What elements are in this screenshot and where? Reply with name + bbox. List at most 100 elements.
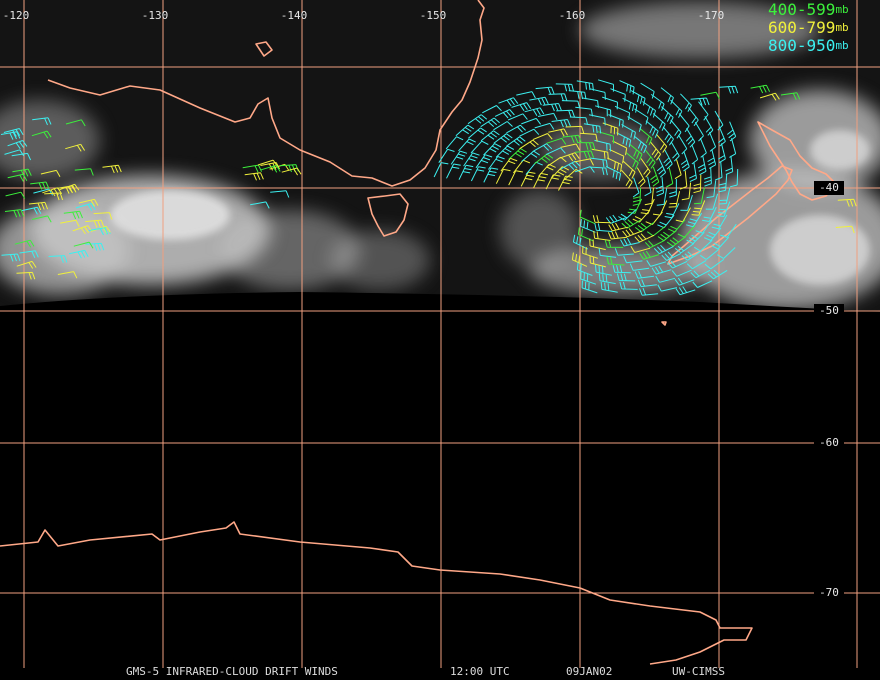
- wind-barb: [558, 175, 573, 191]
- barb-shape: [102, 164, 122, 174]
- barb-shape: [681, 251, 702, 261]
- barb-shape: [4, 149, 25, 157]
- barb-shape: [75, 203, 96, 211]
- barb-shape: [42, 187, 63, 197]
- barb-shape: [655, 133, 668, 153]
- wind-barb: [588, 114, 606, 126]
- barb-shape: [48, 255, 68, 263]
- wind-barb: [569, 116, 589, 125]
- barb-shape: [622, 97, 638, 113]
- barb-shape: [619, 80, 635, 95]
- wind-barb: [607, 231, 628, 240]
- wind-barb: [494, 109, 515, 119]
- wind-barb: [644, 149, 656, 169]
- wind-barb: [579, 209, 596, 225]
- wind-barb: [639, 250, 660, 260]
- wind-barb: [60, 219, 80, 228]
- wind-barb: [655, 275, 676, 283]
- barb-shape: [726, 121, 737, 142]
- wind-barb: [657, 214, 675, 229]
- wind-barb: [604, 240, 624, 248]
- wind-barb: [85, 242, 105, 251]
- barb-shape: [260, 164, 281, 173]
- wind-barb: [660, 87, 674, 105]
- barb-shape: [78, 198, 99, 207]
- barb-shape: [524, 107, 545, 117]
- wind-barb: [551, 119, 571, 128]
- wind-barb: [568, 90, 587, 100]
- barb-shape: [562, 134, 582, 143]
- product-name: GMS-5 INFRARED-CLOUD DRIFT WINDS: [126, 665, 338, 678]
- barb-shape: [711, 236, 730, 250]
- barb-shape: [688, 107, 699, 127]
- wind-barb: [652, 113, 666, 131]
- barb-shape: [12, 168, 32, 178]
- wind-barb: [688, 107, 699, 127]
- wind-barb: [600, 282, 618, 293]
- wind-barb: [670, 141, 680, 162]
- wind-barb: [475, 154, 493, 169]
- barb-shape: [606, 157, 623, 172]
- wind-barb: [711, 236, 730, 250]
- barb-shape: [438, 148, 455, 163]
- barb-shape: [455, 124, 475, 137]
- barb-shape: [674, 159, 682, 180]
- wind-barb: [533, 172, 548, 189]
- barb-shape: [281, 167, 302, 176]
- barb-shape: [664, 203, 680, 219]
- barb-shape: [718, 187, 731, 205]
- wind-barb: [520, 171, 536, 187]
- barb-shape: [652, 200, 668, 216]
- tasmania-coast: [367, 193, 409, 237]
- barb-shape: [519, 128, 540, 137]
- barb-shape: [634, 221, 655, 233]
- barb-shape: [640, 82, 655, 99]
- wind-barb: [690, 97, 710, 106]
- wind-barb: [534, 122, 555, 130]
- wind-barb: [4, 149, 25, 157]
- wind-barb: [629, 263, 650, 271]
- barb-shape: [558, 175, 573, 191]
- barb-shape: [569, 116, 589, 125]
- barb-shape: [547, 156, 567, 167]
- barb-shape: [619, 281, 638, 290]
- barb-shape: [686, 259, 707, 270]
- wind-barb: [32, 117, 52, 126]
- wind-barb: [720, 223, 737, 238]
- wind-barb: [706, 180, 717, 199]
- coastlines: [0, 0, 837, 665]
- wind-barb: [563, 168, 583, 181]
- barb-shape: [718, 143, 726, 164]
- wind-barb: [579, 132, 598, 142]
- barb-shape: [580, 271, 597, 285]
- longitude-label: -150: [420, 9, 447, 22]
- longitude-label: -170: [698, 9, 725, 22]
- wind-barb: [689, 162, 697, 183]
- barb-shape: [575, 106, 593, 117]
- wind-barb: [716, 201, 731, 217]
- wind-barb: [608, 222, 629, 232]
- barb-shape: [60, 219, 80, 228]
- wind-barb: [281, 167, 302, 176]
- barb-shape: [719, 85, 739, 94]
- wind-barb: [619, 281, 638, 290]
- barb-shape: [30, 181, 50, 190]
- barb-shape: [610, 88, 626, 102]
- wind-barb: [652, 200, 668, 216]
- wind-barb: [707, 269, 728, 280]
- barb-shape: [666, 236, 687, 247]
- barb-shape: [19, 250, 39, 259]
- footer: GMS-5 INFRARED-CLOUD DRIFT WINDS 12:00 U…: [126, 665, 725, 678]
- wind-barb: [42, 187, 63, 197]
- wind-barb: [644, 187, 654, 206]
- wind-barb: [639, 127, 653, 146]
- wind-barb: [674, 243, 695, 254]
- wind-barb: [634, 108, 649, 125]
- barb-shape: [639, 250, 660, 260]
- wind-barb: [12, 168, 32, 178]
- barb-shape: [780, 92, 801, 101]
- wind-barb: [3, 128, 24, 137]
- wind-barb: [493, 133, 513, 144]
- australia-coast: [47, 0, 485, 187]
- legend-unit: mb: [835, 3, 848, 16]
